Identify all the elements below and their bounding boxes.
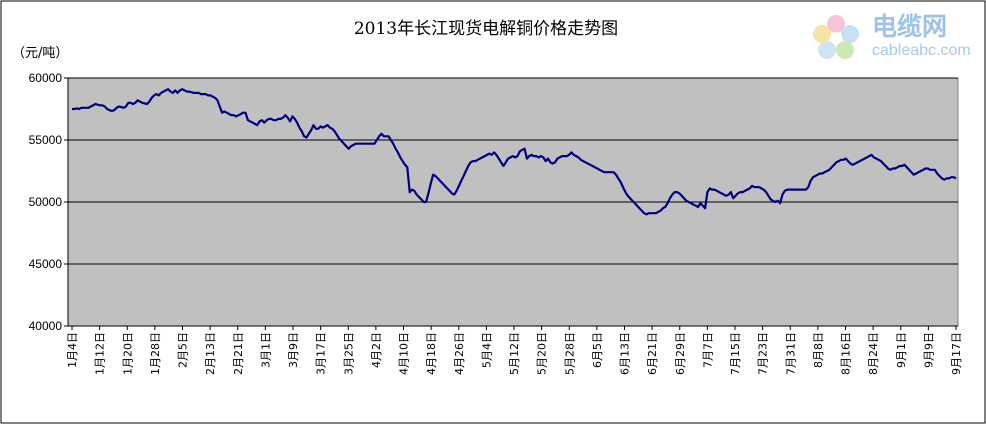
x-tick-label: 3月1日 xyxy=(259,332,272,368)
y-tick-label: 45000 xyxy=(29,257,63,271)
x-tick-label: 8月16日 xyxy=(840,332,853,375)
x-tick-label: 9月1日 xyxy=(895,332,908,368)
logo-subtext: cableabc.com xyxy=(872,42,971,59)
x-tick-label: 4月10日 xyxy=(398,332,411,375)
x-tick-label: 7月23日 xyxy=(757,332,770,375)
cableabc-logo: 电缆网 cableabc.com xyxy=(813,12,971,59)
logo-text: 电缆网 xyxy=(872,12,947,41)
price-series-line xyxy=(72,88,957,216)
x-tick-label: 3月9日 xyxy=(287,332,300,368)
y-axis-unit-label: （元/吨） xyxy=(12,46,68,61)
x-tick-label: 8月8日 xyxy=(812,332,825,368)
x-tick-label: 4月2日 xyxy=(370,332,383,368)
chart-title: 2013年长江现货电解铜价格走势图 xyxy=(354,19,618,39)
x-tick-label: 3月17日 xyxy=(315,332,328,375)
x-axis-ticks: 1月4日 1月12日 1月20日 1月28日 2月5日 2月13日 2月21日 3月1日 3月9… xyxy=(66,326,963,375)
series-group xyxy=(72,88,957,216)
y-tick-label: 55000 xyxy=(29,133,63,147)
x-tick-label: 1月28日 xyxy=(149,332,162,375)
x-tick-label: 8月24日 xyxy=(867,332,880,375)
x-tick-label: 1月4日 xyxy=(66,332,79,368)
x-tick-label: 2月5日 xyxy=(177,332,190,368)
x-tick-label: 4月26日 xyxy=(453,332,466,375)
x-tick-label: 7月31日 xyxy=(784,332,797,375)
x-tick-label: 2月13日 xyxy=(204,332,217,375)
x-tick-label: 1月12日 xyxy=(94,332,107,375)
x-tick-label: 9月9日 xyxy=(922,332,935,368)
x-tick-label: 6月29日 xyxy=(674,332,687,375)
x-tick-label: 7月15日 xyxy=(729,332,742,375)
x-tick-label: 6月13日 xyxy=(619,332,632,375)
x-tick-label: 9月17日 xyxy=(950,332,963,375)
x-tick-label: 1月20日 xyxy=(121,332,134,375)
x-tick-label: 3月25日 xyxy=(342,332,355,375)
y-tick-label: 40000 xyxy=(29,319,63,333)
x-tick-label: 5月20日 xyxy=(536,332,549,375)
x-tick-label: 5月28日 xyxy=(563,332,576,375)
x-tick-label: 5月12日 xyxy=(508,332,521,375)
flower-logo-icon xyxy=(813,15,859,59)
x-tick-label: 7月7日 xyxy=(701,332,714,368)
x-tick-label: 5月4日 xyxy=(480,332,493,368)
x-tick-label: 4月18日 xyxy=(425,332,438,375)
grid-lines xyxy=(68,77,958,265)
y-axis-ticks: 60000 55000 50000 45000 40000 xyxy=(29,71,68,333)
x-tick-label: 6月5日 xyxy=(591,332,604,368)
x-tick-label: 6月21日 xyxy=(646,332,659,375)
x-tick-label: 2月21日 xyxy=(232,332,245,375)
y-tick-label: 50000 xyxy=(29,195,63,209)
y-tick-label: 60000 xyxy=(29,71,63,85)
